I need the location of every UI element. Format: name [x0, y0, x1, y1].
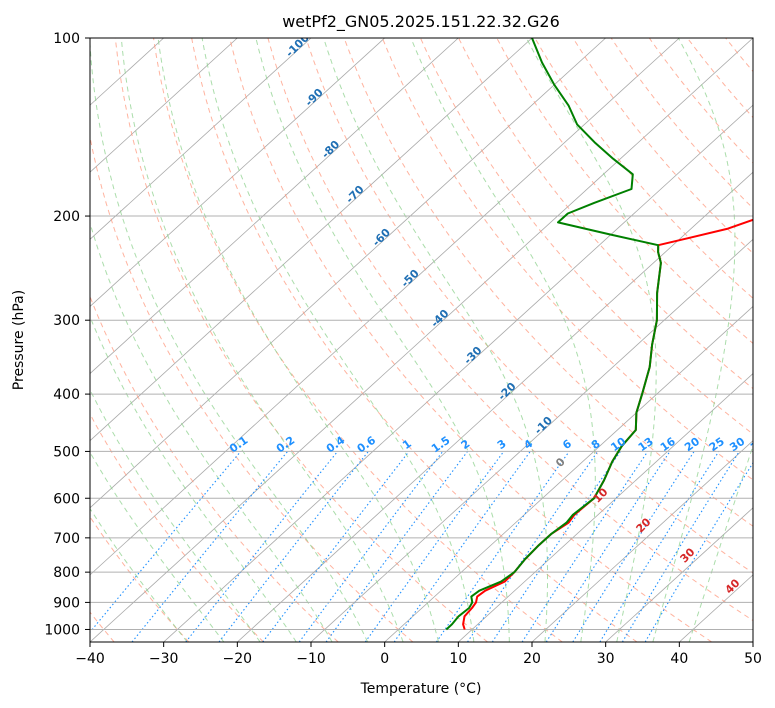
y-tick-label: 300: [53, 313, 80, 329]
isotherm-line: [310, 238, 753, 642]
y-tick-label: 700: [53, 531, 80, 547]
mixing-ratio-line: [364, 451, 505, 642]
dry-adiabat-line: [572, 38, 753, 254]
mixing-ratio-line: [599, 451, 720, 642]
isotherm-line: [605, 507, 753, 642]
y-tick-label: 1000: [44, 622, 80, 638]
moist-adiabat-line: [90, 38, 369, 642]
y-tick-label: 400: [53, 387, 80, 403]
dry-adiabat-line: [381, 38, 753, 481]
mixing-ratio-line: [491, 451, 621, 642]
mixing-ratio-line: [90, 451, 242, 633]
mixing-ratio-label: 36: [748, 435, 768, 455]
y-tick-label: 500: [53, 444, 80, 460]
moist-adiabat-line: [652, 38, 736, 642]
x-tick-label: −30: [149, 651, 179, 667]
mixing-ratio-line: [572, 451, 695, 642]
isotherm-line: [384, 305, 753, 642]
y-tick-label: 100: [53, 31, 80, 47]
mixing-ratio-line: [325, 451, 468, 642]
isotherm-line: [90, 38, 459, 375]
mixing-ratio-line: [621, 451, 740, 642]
x-tick-label: 30: [597, 651, 615, 667]
dry-adiabat-line: [534, 38, 753, 299]
x-tick-label: −20: [223, 651, 253, 667]
x-tick-label: 20: [523, 651, 541, 667]
mixing-ratio-line: [467, 451, 599, 642]
mixing-ratio-line: [262, 451, 410, 642]
isotherm-line: [90, 38, 533, 442]
y-tick-label: 600: [53, 491, 80, 507]
x-tick-label: 50: [744, 651, 762, 667]
moist-adiabat-line: [157, 38, 439, 642]
moist-adiabat-line: [120, 38, 404, 642]
dry-adiabat-line: [90, 134, 414, 642]
isotherm-line: [90, 38, 238, 173]
x-tick-label: 40: [670, 651, 688, 667]
profile-traces: [445, 38, 753, 631]
dry-adiabat-line: [610, 38, 753, 209]
mixing-ratio-line: [298, 451, 444, 642]
y-tick-label: 200: [53, 209, 80, 225]
mixing-ratio-line: [185, 451, 339, 642]
isotherm-line: [458, 373, 753, 642]
x-tick-label: 0: [380, 651, 389, 667]
dry-adiabat-line: [267, 38, 753, 622]
dry-adiabat-line: [229, 38, 712, 642]
moist-adiabat-line: [255, 38, 510, 642]
moist-adiabat-line: [90, 221, 333, 642]
moist-adiabat-line: [90, 315, 297, 642]
dry-adiabat-line: [114, 38, 488, 642]
y-tick-label: 800: [53, 565, 80, 581]
dry-adiabat-line: [191, 38, 638, 642]
isotherm-line: [163, 104, 753, 642]
dry-adiabat-line: [343, 38, 753, 527]
x-tick-label: −10: [296, 651, 326, 667]
dry-adiabat-line: [90, 412, 264, 642]
moist-adiabat-line: [90, 451, 225, 642]
isotherm-line: [237, 171, 753, 642]
mixing-ratio-line: [393, 451, 531, 642]
plot-frame: [89, 37, 754, 643]
dry-adiabat-line: [90, 295, 339, 642]
dry-adiabat-line: [305, 38, 753, 574]
x-axis: −40 −30 −20 −10 0 10 20 30 40 50: [75, 642, 762, 667]
x-tick-label: 10: [449, 651, 467, 667]
mixing-ratio-line: [545, 451, 671, 642]
profile-trace-2: [445, 38, 662, 631]
mixing-ratio-line: [435, 451, 570, 642]
dry-adiabat-line: [648, 38, 753, 164]
background-lines: [90, 38, 753, 642]
dry-adiabat-line: [153, 38, 563, 642]
pressure-grid: [90, 38, 753, 630]
chart-title: wetPf2_GN05.2025.151.22.32.G26: [282, 12, 560, 32]
x-tick-label: −40: [75, 651, 105, 667]
dry-adiabat-line: [420, 38, 753, 435]
isotherm-line: [90, 38, 606, 509]
moist-adiabat-line: [688, 444, 753, 642]
isotherm-line: [90, 38, 753, 642]
y-tick-label: 900: [53, 595, 80, 611]
isotherm-line: [90, 38, 385, 307]
moist-adiabat-line: [410, 38, 596, 642]
mixing-ratio-line: [521, 451, 649, 642]
isotherm-line: [90, 38, 680, 576]
isotherm-line: [90, 38, 312, 240]
y-axis: 100 200 300 400 500 600 700 800 900 1000: [44, 31, 90, 638]
dry-adiabat-line: [90, 515, 190, 642]
mixing-ratio-line: [131, 451, 289, 642]
moist-adiabat-line: [201, 38, 475, 642]
y-axis-label: Pressure (hPa): [11, 290, 27, 390]
moist-adiabat-line: [90, 388, 261, 642]
moist-adiabat-line: [323, 38, 548, 642]
x-axis-label: Temperature (°C): [360, 681, 482, 697]
isotherm-line: [531, 440, 753, 642]
